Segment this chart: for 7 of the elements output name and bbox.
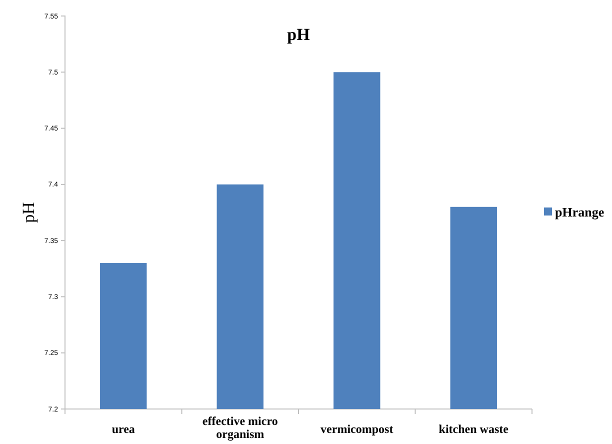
x-tick-label: kitchen waste: [438, 422, 510, 436]
x-tick-label: urea: [112, 422, 135, 436]
text: pH: [287, 25, 310, 44]
x-tick-label: effective micro organism: [202, 414, 278, 441]
y-axis-title: pH: [19, 202, 38, 223]
x-tick-label: vermicompost: [320, 422, 394, 436]
legend-label: pHrange: [555, 204, 604, 220]
